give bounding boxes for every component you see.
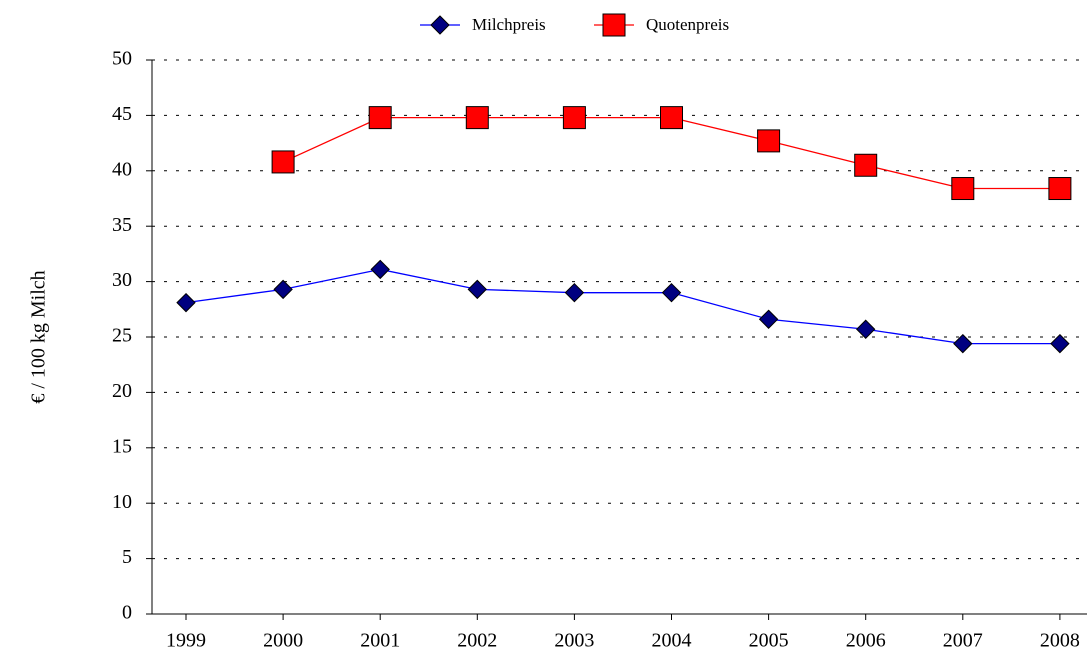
y-tick-label: 50	[112, 48, 132, 70]
data-point	[273, 279, 293, 300]
legend-marker	[430, 15, 450, 35]
x-tick-label: 1999	[166, 630, 206, 652]
y-tick-label: 45	[112, 103, 132, 125]
y-tick-label: 0	[122, 602, 132, 624]
x-tick-label: 2006	[846, 630, 886, 652]
data-point	[467, 279, 488, 300]
y-tick-label: 15	[112, 435, 132, 457]
data-point	[854, 153, 878, 177]
x-tick-label: 2007	[943, 630, 983, 652]
legend-label: Quotenpreis	[646, 15, 729, 34]
y-tick-label: 35	[112, 214, 132, 236]
data-point	[757, 129, 781, 153]
data-point	[660, 106, 683, 130]
x-tick-label: 2008	[1040, 630, 1080, 652]
data-point	[271, 150, 295, 174]
data-point	[564, 282, 585, 303]
data-point	[1050, 333, 1070, 354]
data-point	[370, 259, 390, 280]
y-axis-label: € / 100 kg Milch	[28, 270, 50, 403]
x-tick-label: 2001	[360, 630, 400, 652]
x-tick-label: 2003	[554, 630, 594, 652]
y-tick-label: 25	[112, 325, 132, 347]
x-tick-label: 2000	[263, 630, 303, 652]
data-point	[176, 292, 196, 313]
data-point	[951, 177, 975, 201]
data-point	[465, 106, 489, 130]
data-point	[368, 106, 392, 130]
x-tick-label: 2002	[457, 630, 497, 652]
x-tick-label: 2004	[652, 630, 692, 652]
x-tick-label: 2005	[749, 630, 789, 652]
y-tick-label: 10	[112, 491, 132, 513]
y-tick-label: 5	[122, 546, 132, 568]
y-tick-label: 30	[112, 269, 132, 291]
data-point	[1048, 177, 1072, 201]
data-point	[855, 319, 876, 339]
data-point	[758, 309, 779, 329]
legend-label: Milchpreis	[472, 15, 546, 34]
y-tick-label: 40	[112, 158, 132, 180]
data-point	[562, 106, 586, 130]
series-line	[185, 268, 1060, 345]
data-point	[953, 333, 973, 354]
legend-marker	[602, 13, 626, 37]
y-tick-label: 20	[112, 380, 132, 402]
data-point	[661, 282, 682, 303]
